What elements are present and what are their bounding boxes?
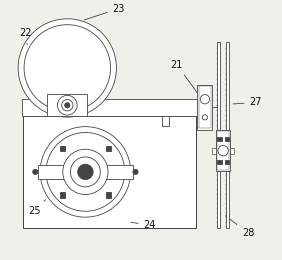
Bar	[217, 171, 220, 228]
Circle shape	[58, 95, 77, 115]
Circle shape	[200, 95, 210, 104]
Circle shape	[61, 100, 73, 111]
Bar	[225, 137, 229, 141]
Bar	[60, 192, 65, 198]
Bar	[217, 131, 229, 170]
Bar	[217, 160, 222, 164]
Bar	[217, 137, 222, 141]
Circle shape	[33, 169, 38, 174]
Text: 27: 27	[233, 98, 262, 107]
Bar	[226, 42, 229, 130]
Bar	[47, 94, 87, 116]
Bar	[106, 192, 111, 198]
Circle shape	[133, 169, 138, 174]
Bar	[106, 146, 111, 151]
Circle shape	[70, 157, 100, 187]
Bar	[22, 99, 202, 116]
Circle shape	[40, 127, 131, 217]
Circle shape	[202, 115, 208, 120]
Bar	[199, 86, 211, 128]
Bar	[162, 116, 169, 126]
Text: 21: 21	[171, 60, 200, 97]
Circle shape	[63, 149, 108, 194]
Text: 24: 24	[131, 220, 156, 230]
Text: 25: 25	[28, 200, 45, 216]
Bar	[60, 146, 65, 151]
Bar	[23, 116, 196, 228]
Circle shape	[18, 19, 116, 117]
Circle shape	[65, 103, 70, 108]
Text: 28: 28	[225, 216, 254, 238]
Bar	[212, 148, 216, 154]
Bar	[230, 148, 234, 154]
Text: 22: 22	[19, 28, 32, 45]
Bar	[225, 160, 229, 164]
Bar	[197, 85, 212, 130]
Text: 23: 23	[84, 4, 125, 20]
Bar	[217, 42, 220, 130]
Circle shape	[218, 146, 228, 156]
Bar	[216, 130, 230, 171]
Bar	[226, 171, 229, 228]
Circle shape	[78, 164, 93, 180]
Bar	[38, 165, 133, 179]
